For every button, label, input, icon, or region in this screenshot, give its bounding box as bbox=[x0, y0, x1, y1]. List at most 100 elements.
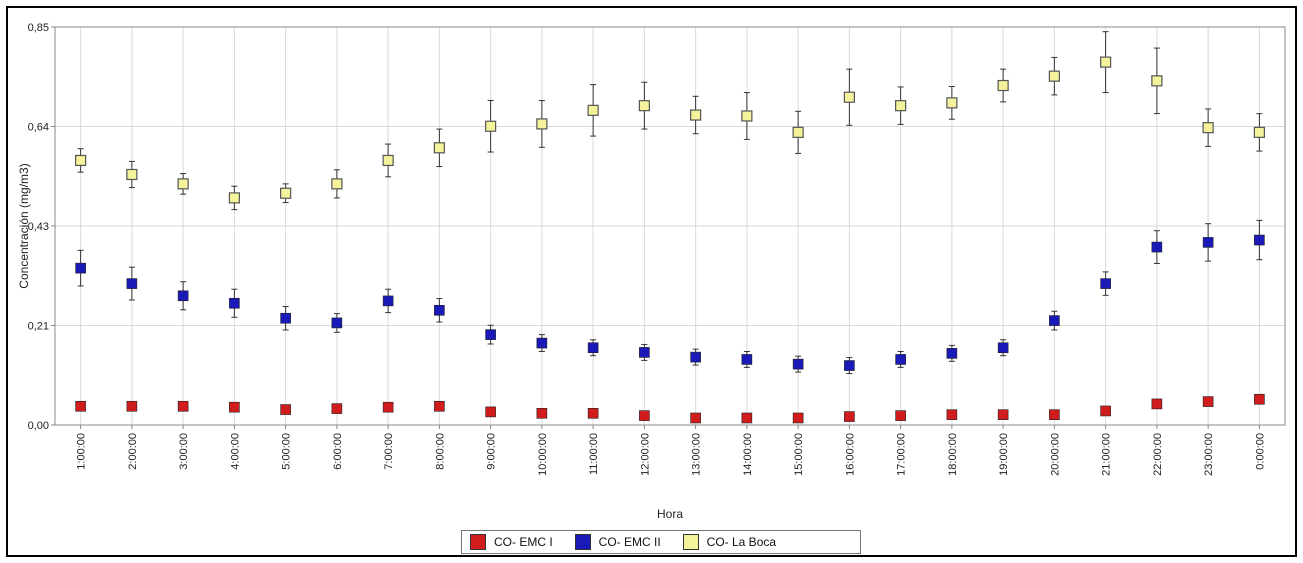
data-point bbox=[792, 412, 804, 424]
data-point bbox=[946, 409, 958, 420]
data-point bbox=[997, 79, 1009, 92]
data-point bbox=[1151, 75, 1163, 87]
legend-item-co-emc-i: CO- EMC I bbox=[470, 534, 553, 550]
data-point bbox=[536, 337, 548, 349]
x-tick-label: 21:00:00 bbox=[1101, 433, 1113, 476]
data-point bbox=[639, 347, 650, 358]
data-point bbox=[639, 410, 650, 421]
data-point bbox=[997, 342, 1009, 354]
y-tick-label: 0,85 bbox=[28, 22, 49, 34]
data-point bbox=[75, 154, 87, 167]
data-point bbox=[1202, 237, 1214, 248]
x-tick-label: 9:00:00 bbox=[486, 433, 498, 470]
x-tick-label: 12:00:00 bbox=[639, 433, 651, 476]
legend-label-co-emc-ii: CO- EMC II bbox=[598, 535, 661, 549]
data-point bbox=[485, 329, 496, 340]
x-tick-label: 2:00:00 bbox=[127, 433, 139, 470]
x-tick-label: 22:00:00 bbox=[1152, 433, 1164, 476]
data-point bbox=[690, 412, 701, 424]
data-point bbox=[690, 109, 702, 121]
data-point bbox=[690, 351, 701, 363]
series-co-emc-ii bbox=[75, 219, 1265, 374]
x-tick-label: 0:00:00 bbox=[1254, 433, 1266, 470]
data-point bbox=[946, 348, 958, 359]
data-point bbox=[126, 278, 138, 289]
data-point bbox=[1100, 56, 1112, 68]
data-point bbox=[741, 412, 753, 424]
legend-swatch-co-la-boca bbox=[682, 534, 699, 550]
series-layer bbox=[75, 31, 1265, 424]
data-point bbox=[126, 168, 138, 181]
data-point bbox=[177, 400, 189, 412]
data-point bbox=[1151, 398, 1163, 410]
data-point bbox=[1100, 405, 1111, 417]
data-point bbox=[382, 154, 394, 167]
x-tick-label: 7:00:00 bbox=[383, 433, 395, 470]
data-point bbox=[1254, 234, 1265, 246]
y-tick-label: 0,43 bbox=[28, 221, 49, 233]
legend: CO- EMC I CO- EMC II CO- La Boca bbox=[461, 530, 861, 554]
data-point bbox=[331, 317, 343, 329]
x-tick-label: 15:00:00 bbox=[793, 433, 805, 476]
data-point bbox=[536, 118, 548, 130]
data-point bbox=[331, 403, 343, 414]
x-tick-label: 10:00:00 bbox=[537, 433, 549, 476]
chart-frame bbox=[6, 6, 1297, 557]
data-point bbox=[382, 401, 394, 413]
grid-lines bbox=[55, 26, 1285, 426]
data-point bbox=[895, 100, 907, 112]
legend-item-co-emc-ii: CO- EMC II bbox=[574, 534, 661, 550]
plot-area bbox=[54, 26, 1286, 426]
x-tick-label: 19:00:00 bbox=[998, 433, 1010, 476]
data-point bbox=[1049, 315, 1060, 326]
x-axis-ticks: 1:00:00 2:00:00 3:00:00 4:00:00 5:00:00 6:00:… bbox=[76, 425, 1266, 476]
data-point bbox=[536, 407, 548, 419]
x-tick-label: 5:00:00 bbox=[281, 433, 293, 470]
data-point bbox=[485, 120, 497, 132]
data-point bbox=[229, 297, 240, 309]
data-point bbox=[1254, 393, 1265, 405]
legend-label-co-la-boca: CO- La Boca bbox=[706, 535, 777, 549]
data-point bbox=[638, 100, 650, 112]
data-point bbox=[331, 178, 343, 190]
data-point bbox=[844, 360, 855, 371]
legend-item-co-la-boca: CO- La Boca bbox=[682, 534, 777, 550]
data-point bbox=[587, 104, 599, 116]
data-point bbox=[997, 409, 1009, 420]
series-co-la-boca bbox=[75, 31, 1265, 211]
x-axis-title: Hora bbox=[657, 507, 683, 521]
data-point bbox=[895, 354, 906, 365]
data-point bbox=[741, 354, 753, 365]
data-point bbox=[587, 407, 599, 419]
x-tick-label: 18:00:00 bbox=[947, 433, 959, 476]
data-point bbox=[177, 290, 189, 302]
data-point bbox=[587, 342, 599, 354]
data-point bbox=[433, 142, 445, 154]
data-point bbox=[229, 401, 240, 413]
data-point bbox=[844, 411, 855, 422]
x-tick-label: 4:00:00 bbox=[229, 433, 241, 470]
legend-label-co-emc-i: CO- EMC I bbox=[494, 535, 553, 549]
x-tick-label: 6:00:00 bbox=[332, 433, 344, 470]
legend-swatch-co-emc-ii bbox=[574, 534, 591, 550]
x-tick-label: 13:00:00 bbox=[691, 433, 703, 476]
data-point bbox=[280, 187, 292, 199]
data-point bbox=[228, 192, 240, 204]
data-point bbox=[1202, 122, 1214, 134]
x-tick-label: 14:00:00 bbox=[742, 433, 754, 476]
data-point bbox=[741, 110, 753, 122]
x-tick-label: 8:00:00 bbox=[434, 433, 446, 470]
x-tick-label: 20:00:00 bbox=[1049, 433, 1061, 476]
data-point bbox=[1151, 241, 1163, 253]
data-point bbox=[792, 358, 804, 370]
data-point bbox=[75, 262, 86, 274]
data-point bbox=[280, 312, 291, 324]
y-tick-label: 0,00 bbox=[28, 420, 49, 432]
data-point bbox=[382, 295, 394, 307]
data-point bbox=[946, 97, 958, 109]
data-point bbox=[434, 304, 445, 316]
x-tick-label: 11:00:00 bbox=[588, 433, 600, 475]
x-tick-label: 23:00:00 bbox=[1203, 433, 1215, 476]
series-co-emc-i bbox=[75, 393, 1265, 424]
y-axis-ticks: 0,00 0,21 0,43 0,64 0,85 bbox=[28, 22, 55, 432]
